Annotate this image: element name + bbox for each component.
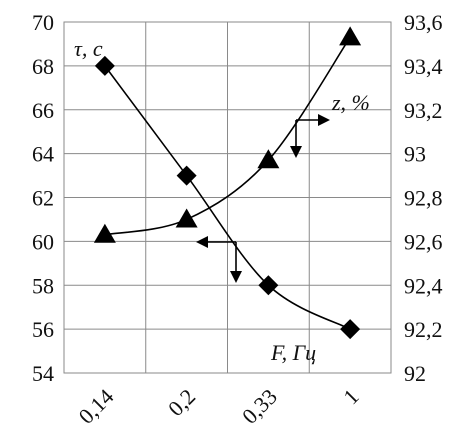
y-left-tick-label: 54 bbox=[32, 361, 54, 386]
y-left-tick-label: 58 bbox=[32, 273, 54, 298]
f-label: F, Гц bbox=[270, 340, 316, 365]
diamond-point bbox=[176, 165, 197, 186]
z-axis-arrows bbox=[290, 114, 330, 158]
y-left-tick-label: 66 bbox=[32, 98, 54, 123]
y-left-tick-label: 68 bbox=[32, 54, 54, 79]
y-right-tick-label: 93,4 bbox=[404, 54, 443, 79]
x-tick-label: 1 bbox=[338, 384, 363, 409]
z-label: z, % bbox=[331, 90, 370, 115]
triangle-point bbox=[257, 149, 280, 169]
tau-axis-arrows bbox=[196, 236, 242, 283]
triangle-point bbox=[175, 208, 198, 228]
z-arrow-down-head bbox=[290, 146, 302, 158]
y-right-tick-label: 92,2 bbox=[404, 317, 443, 342]
y-left-tick-label: 60 bbox=[32, 229, 54, 254]
diamond-point bbox=[258, 275, 279, 296]
diamond-point bbox=[94, 55, 115, 76]
y-right-tick-label: 92,4 bbox=[404, 273, 443, 298]
x-tick-label: 0,33 bbox=[237, 384, 282, 429]
z-arrow-right-head bbox=[318, 114, 330, 126]
y-left-tick-label: 62 bbox=[32, 186, 54, 211]
y-right-tick-label: 93 bbox=[404, 142, 426, 167]
x-tick-label: 0,2 bbox=[163, 384, 200, 421]
series-triangle-line bbox=[104, 36, 351, 236]
curves bbox=[104, 36, 351, 330]
y-right-tick-label: 92,6 bbox=[404, 229, 443, 254]
y-right-tick-label: 93,6 bbox=[404, 10, 443, 35]
diamond-point bbox=[340, 319, 361, 340]
tau-label: τ, с bbox=[74, 36, 103, 61]
y-left-tick-label: 56 bbox=[32, 317, 54, 342]
y-right-tick-label: 93,2 bbox=[404, 98, 443, 123]
triangle-point bbox=[339, 26, 362, 46]
plot-frame bbox=[63, 21, 392, 374]
tau-arrow-left-head bbox=[196, 236, 208, 248]
y-left-tick-label: 70 bbox=[32, 10, 54, 35]
y-right-tick-label: 92 bbox=[404, 361, 426, 386]
x-tick-label: 0,14 bbox=[74, 384, 119, 429]
y-right-tick-label: 92,8 bbox=[404, 186, 443, 211]
triangle-point bbox=[93, 223, 116, 243]
series-diamond-line bbox=[104, 65, 351, 330]
tick-labels: 54 56 58 60 62 64 66 68 70 92 92,2 92,4 92,6 92,8 93 93… bbox=[32, 10, 443, 429]
tau-arrow-down-head bbox=[230, 271, 242, 283]
y-left-tick-label: 64 bbox=[32, 142, 54, 167]
markers bbox=[93, 26, 362, 340]
